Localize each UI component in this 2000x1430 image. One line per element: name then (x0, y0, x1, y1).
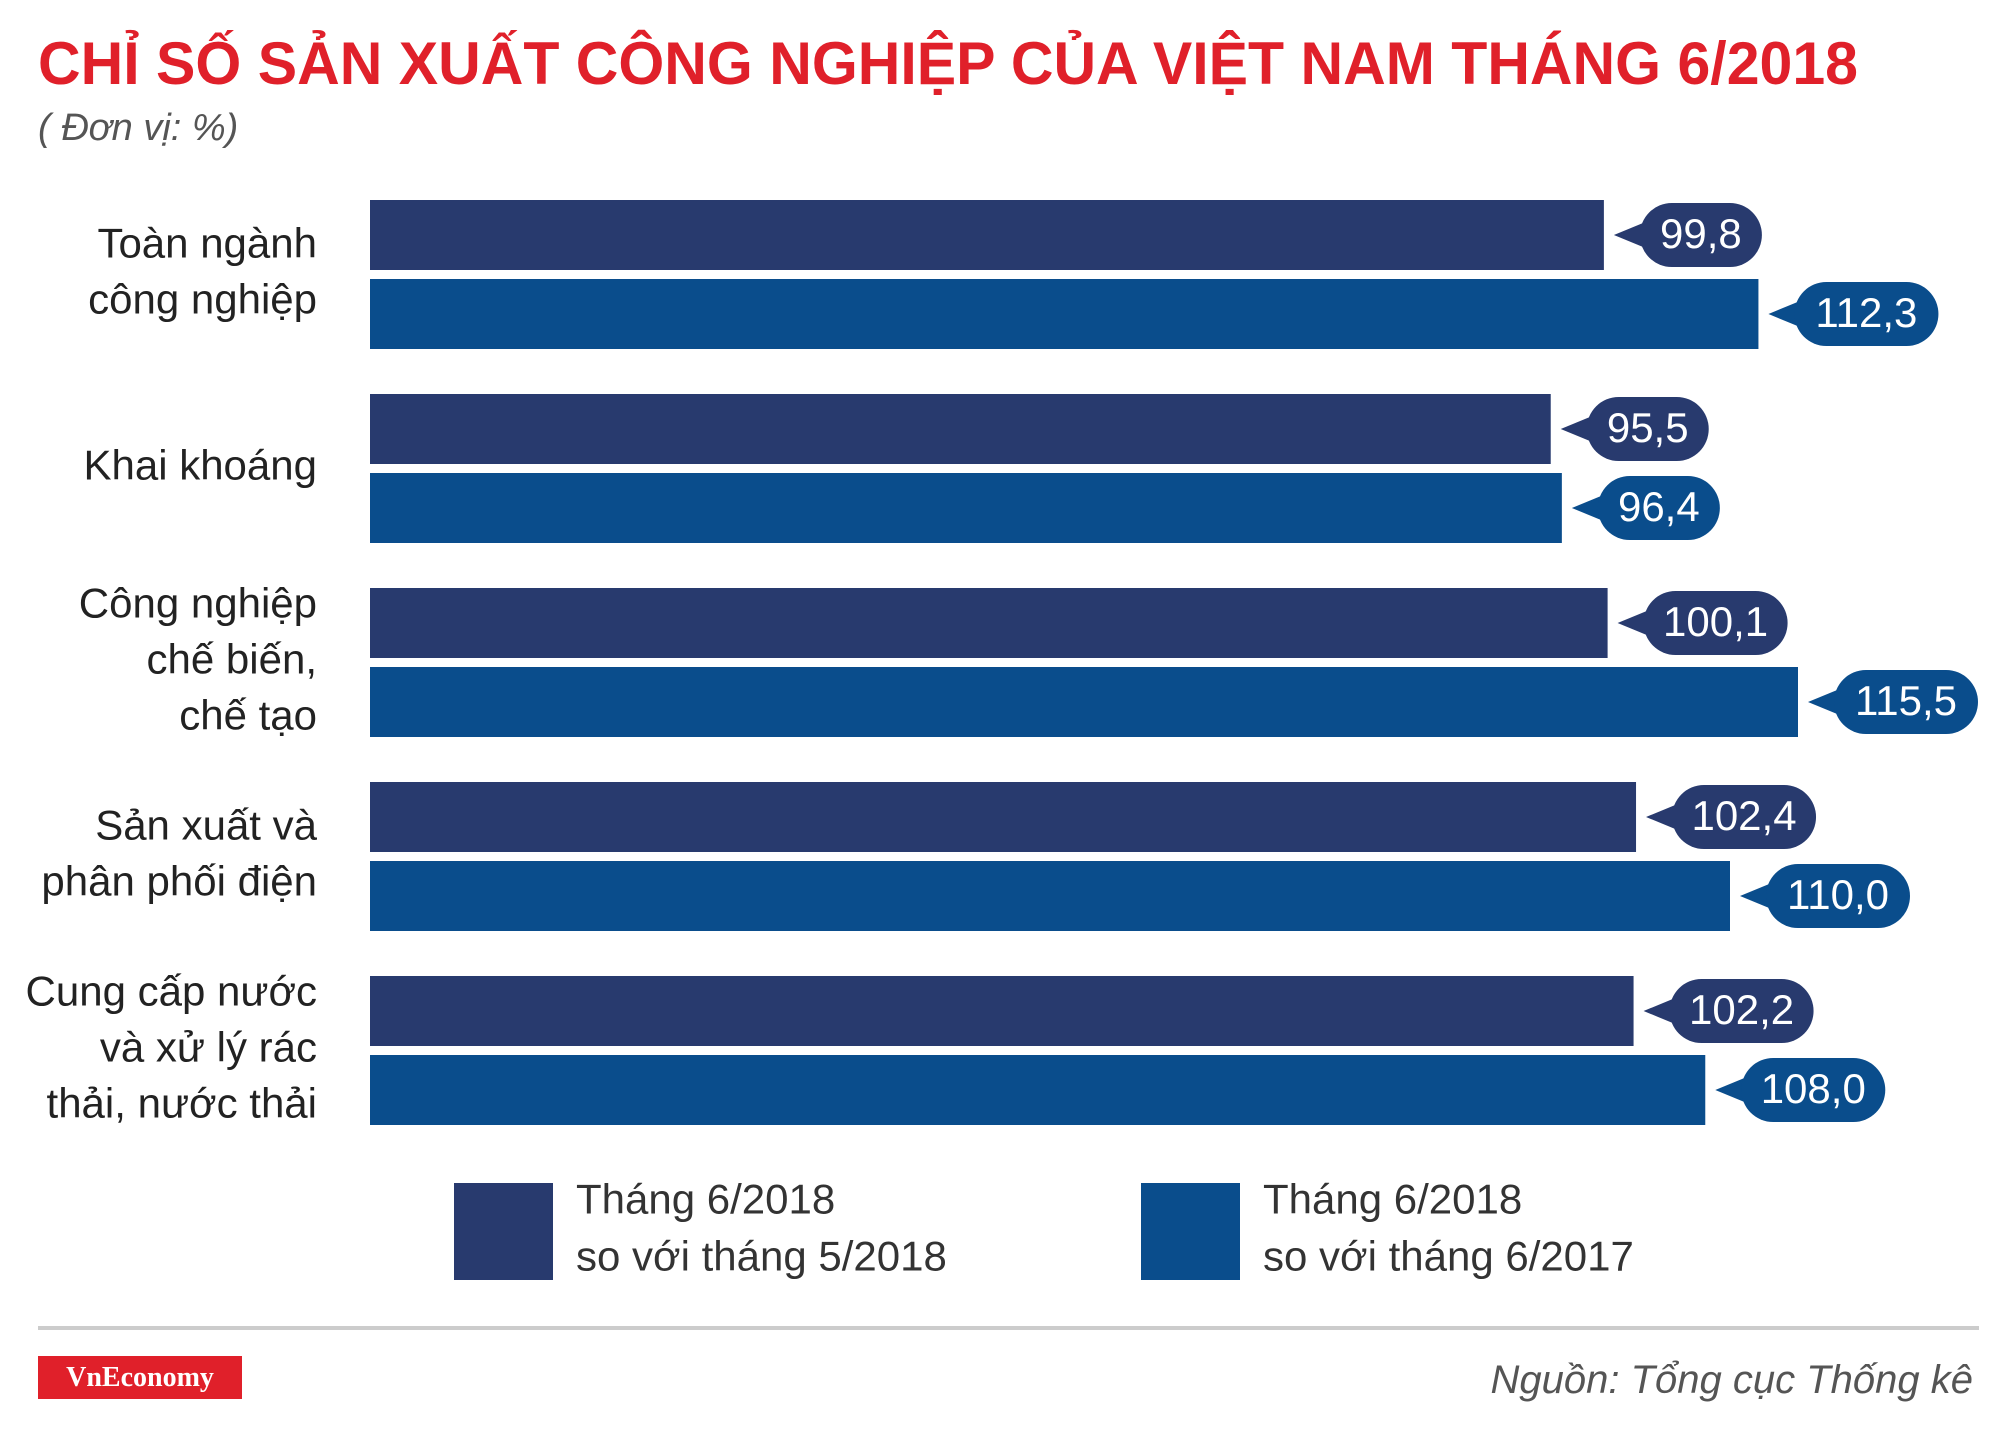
value-bubble (1669, 979, 1814, 1043)
value-bubble (1560, 415, 1595, 443)
legend-swatch (1141, 1183, 1240, 1280)
value-bubble (1646, 803, 1681, 831)
value-bubble (1808, 688, 1842, 716)
value-label: 102,2 (1689, 986, 1794, 1033)
chart-title: CHỈ SỐ SẢN XUẤT CÔNG NGHIỆP CỦA VIỆT NAM… (38, 30, 1858, 97)
value-bubble (1740, 882, 1774, 910)
logo: VnEconomy (66, 1362, 214, 1393)
value-bubble (1597, 476, 1720, 540)
bar (370, 667, 1798, 737)
bar (370, 861, 1730, 931)
source: Nguồn: Tổng cục Thống kê (1490, 1358, 1973, 1402)
value-label: 112,3 (1815, 289, 1917, 336)
value-bubble (1617, 609, 1652, 637)
value-bubble (1794, 282, 1939, 346)
bar (370, 976, 1634, 1046)
bar (370, 473, 1562, 543)
bar (370, 588, 1608, 658)
value-bubble (1766, 864, 1910, 928)
category-label: Toàn ngành công nghiệp (88, 220, 317, 323)
value-bubble (1639, 203, 1762, 267)
value-bubble (1741, 1058, 1886, 1122)
value-label: 102,4 (1691, 792, 1796, 839)
value-label: 95,5 (1607, 404, 1689, 451)
legend-label: Tháng 6/2018 so với tháng 5/2018 (576, 1176, 947, 1280)
legend-swatch (454, 1183, 553, 1280)
value-label: 108,0 (1761, 1065, 1866, 1112)
bar (370, 200, 1604, 270)
category-label: Khai khoáng (83, 442, 317, 489)
bar (370, 1055, 1706, 1125)
value-bubble (1586, 397, 1709, 461)
subtitle: ( Đơn vị: %) (38, 107, 238, 149)
value-bubble (1613, 221, 1648, 249)
value-bubble (1643, 997, 1678, 1025)
value-label: 115,5 (1855, 677, 1957, 724)
value-bubble (1715, 1076, 1750, 1104)
value-label: 110,0 (1787, 871, 1889, 918)
value-bubble (1643, 591, 1788, 655)
category-label: Sản xuất và phân phối điện (41, 802, 317, 905)
value-bubble (1834, 670, 1978, 734)
bar (370, 279, 1759, 349)
value-bubble (1768, 300, 1803, 328)
value-bubble (1672, 785, 1817, 849)
bar (370, 394, 1551, 464)
value-label: 100,1 (1663, 598, 1768, 645)
category-label: Công nghiệp chế biến, chế tạo (79, 580, 317, 739)
value-bubble (1571, 494, 1606, 522)
bar (370, 782, 1637, 852)
category-label: Cung cấp nước và xử lý rác thải, nước thải (26, 968, 317, 1127)
legend-label: Tháng 6/2018 so với tháng 6/2017 (1263, 1176, 1634, 1280)
value-label: 96,4 (1618, 483, 1700, 530)
value-label: 99,8 (1660, 210, 1742, 257)
logo-box (38, 1356, 242, 1399)
